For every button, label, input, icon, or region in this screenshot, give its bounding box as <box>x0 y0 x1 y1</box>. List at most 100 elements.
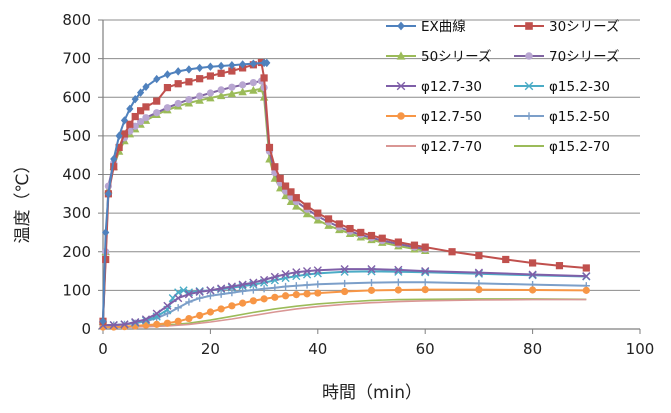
data-point <box>292 194 300 202</box>
data-point <box>196 63 204 73</box>
data-point <box>260 285 268 293</box>
series-line <box>103 288 587 329</box>
data-point <box>196 92 204 100</box>
legend-item: φ12.7-70 <box>386 139 482 155</box>
data-point <box>239 81 247 89</box>
data-point <box>292 201 301 210</box>
data-point <box>136 107 145 115</box>
data-point <box>228 302 236 310</box>
x-tick-label: 20 <box>201 340 220 358</box>
data-point <box>153 97 161 105</box>
y-tick-label: 200 <box>62 243 91 261</box>
legend-label: 30シリーズ <box>549 19 620 35</box>
data-point <box>421 243 429 251</box>
data-point <box>314 289 322 297</box>
data-point <box>206 292 214 300</box>
data-point <box>263 58 271 68</box>
data-point <box>120 320 129 329</box>
data-point <box>163 104 172 112</box>
legend-label: 70シリーズ <box>549 49 620 65</box>
data-point <box>265 143 274 152</box>
data-point <box>153 109 161 117</box>
x-tick-label: 80 <box>523 340 542 358</box>
legend: EX曲線 30シリーズ 50シリーズ 70シリーズ φ12.7-30 φ15.2-30 φ1… <box>386 19 620 155</box>
data-point <box>185 314 193 323</box>
data-point <box>238 87 247 96</box>
data-point <box>475 252 483 260</box>
axes: 0 100 200 300 400 500 600 700 800 0 20 40 60 80 100 <box>62 11 654 358</box>
data-point <box>314 209 322 217</box>
legend-item: 30シリーズ <box>514 19 620 35</box>
y-tick-label: 700 <box>62 50 91 68</box>
data-point <box>394 286 402 294</box>
data-point <box>582 264 590 272</box>
legend-label: φ12.7-70 <box>421 139 482 155</box>
data-point <box>287 188 295 196</box>
data-point <box>110 163 118 171</box>
data-point <box>270 272 279 281</box>
data-point <box>228 83 236 91</box>
legend-label: φ15.2-70 <box>549 139 610 155</box>
data-point <box>555 262 564 270</box>
x-tick-label: 60 <box>416 340 435 358</box>
data-point <box>524 81 534 91</box>
data-point <box>335 220 343 228</box>
data-point <box>126 120 134 128</box>
data-point <box>120 116 129 125</box>
data-point <box>357 228 365 237</box>
data-point <box>206 62 214 71</box>
y-tick-label: 400 <box>62 166 91 184</box>
data-point <box>475 286 483 294</box>
legend-label: φ15.2-30 <box>549 79 610 95</box>
data-point <box>448 248 456 256</box>
y-tick-label: 100 <box>62 281 91 299</box>
data-point <box>249 85 258 94</box>
data-point <box>346 224 354 233</box>
data-point <box>292 268 301 277</box>
data-point <box>216 91 226 100</box>
data-point <box>341 287 349 296</box>
data-point <box>141 315 151 324</box>
data-point <box>109 321 118 330</box>
data-point <box>313 266 322 275</box>
data-point <box>582 286 590 294</box>
data-point <box>174 294 183 303</box>
data-point <box>174 317 182 325</box>
series-0 <box>99 58 271 326</box>
data-point <box>502 255 510 264</box>
data-point <box>303 290 311 298</box>
y-tick-label: 500 <box>62 127 91 145</box>
legend-item: EX曲線 <box>386 19 466 35</box>
series-line <box>103 298 587 328</box>
data-point <box>206 93 215 102</box>
data-point <box>281 282 290 291</box>
data-point <box>528 270 537 279</box>
legend-label: φ12.7-50 <box>421 109 482 125</box>
legend-item: φ15.2-70 <box>514 139 610 155</box>
legend-item: 50シリーズ <box>386 49 492 65</box>
data-point <box>303 281 311 289</box>
data-point <box>217 284 226 293</box>
data-point <box>206 72 214 80</box>
data-point <box>249 286 257 294</box>
data-point <box>99 317 107 326</box>
data-point <box>185 95 193 104</box>
data-point <box>196 75 204 83</box>
series-layer <box>98 58 591 331</box>
data-point <box>142 103 150 111</box>
data-point <box>474 269 483 278</box>
data-point <box>131 112 139 121</box>
legend-label: φ12.7-30 <box>421 79 482 95</box>
y-tick-label: 0 <box>81 320 91 338</box>
data-point <box>174 80 182 88</box>
data-point <box>410 241 419 249</box>
data-point <box>185 298 193 306</box>
data-point <box>378 234 386 242</box>
data-point <box>163 301 172 310</box>
data-point <box>163 319 172 327</box>
data-point <box>115 143 123 152</box>
data-point <box>292 282 300 290</box>
legend-item: φ12.7-50 <box>386 109 482 125</box>
